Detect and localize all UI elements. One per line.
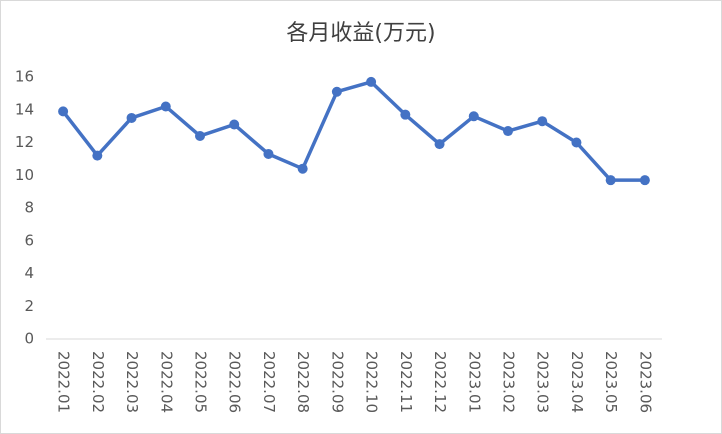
data-point: [605, 175, 616, 186]
x-tick-label: 2023.05: [602, 351, 620, 413]
x-tick-label: 2023.04: [568, 351, 586, 413]
data-line: [61, 80, 645, 182]
data-point: [58, 106, 69, 117]
y-tick-label: 14: [15, 100, 34, 118]
x-tick-label: 2022.03: [123, 351, 141, 413]
x-tick-label: 2022.10: [363, 351, 381, 413]
data-point: [126, 112, 137, 123]
chart-title: 各月收益(万元): [286, 21, 435, 46]
data-point: [639, 175, 650, 186]
x-tick-label: 2022.01: [55, 351, 73, 413]
data-point: [229, 119, 240, 130]
x-tick-label: 2023.02: [500, 351, 518, 413]
y-tick-label: 0: [24, 330, 34, 348]
x-tick-label: 2022.02: [89, 351, 107, 413]
y-tick-label: 10: [15, 166, 34, 184]
data-point: [331, 86, 342, 97]
x-tick-label: 2022.05: [192, 351, 210, 413]
x-tick-label: 2022.11: [397, 351, 415, 413]
x-tick-label: 2022.08: [294, 351, 312, 413]
data-point: [571, 137, 582, 148]
x-tick-label: 2022.04: [157, 351, 175, 413]
data-point: [400, 109, 411, 120]
y-tick-label: 8: [24, 199, 34, 217]
x-tick-label: 2022.07: [260, 351, 278, 413]
data-point: [468, 111, 479, 122]
data-point: [263, 148, 274, 159]
x-tick-label: 2022.09: [328, 351, 346, 413]
x-tick-label: 2023.06: [636, 351, 654, 413]
data-point: [537, 116, 548, 127]
data-point: [503, 126, 513, 137]
y-tick-label: 6: [24, 231, 34, 249]
data-point: [92, 150, 103, 161]
data-point: [160, 101, 171, 112]
data-point: [195, 130, 205, 141]
y-tick-label: 16: [15, 68, 34, 86]
y-tick-label: 4: [24, 264, 34, 282]
y-tick-label: 12: [15, 133, 34, 151]
x-tick-label: 2023.01: [465, 351, 483, 413]
data-point: [434, 139, 445, 150]
data-point: [297, 163, 308, 174]
y-tick-label: 2: [24, 297, 34, 315]
data-point: [366, 76, 377, 87]
x-tick-label: 2022.06: [226, 351, 244, 413]
x-tick-label: 2023.03: [534, 351, 552, 413]
x-tick-label: 2022.12: [431, 351, 449, 413]
